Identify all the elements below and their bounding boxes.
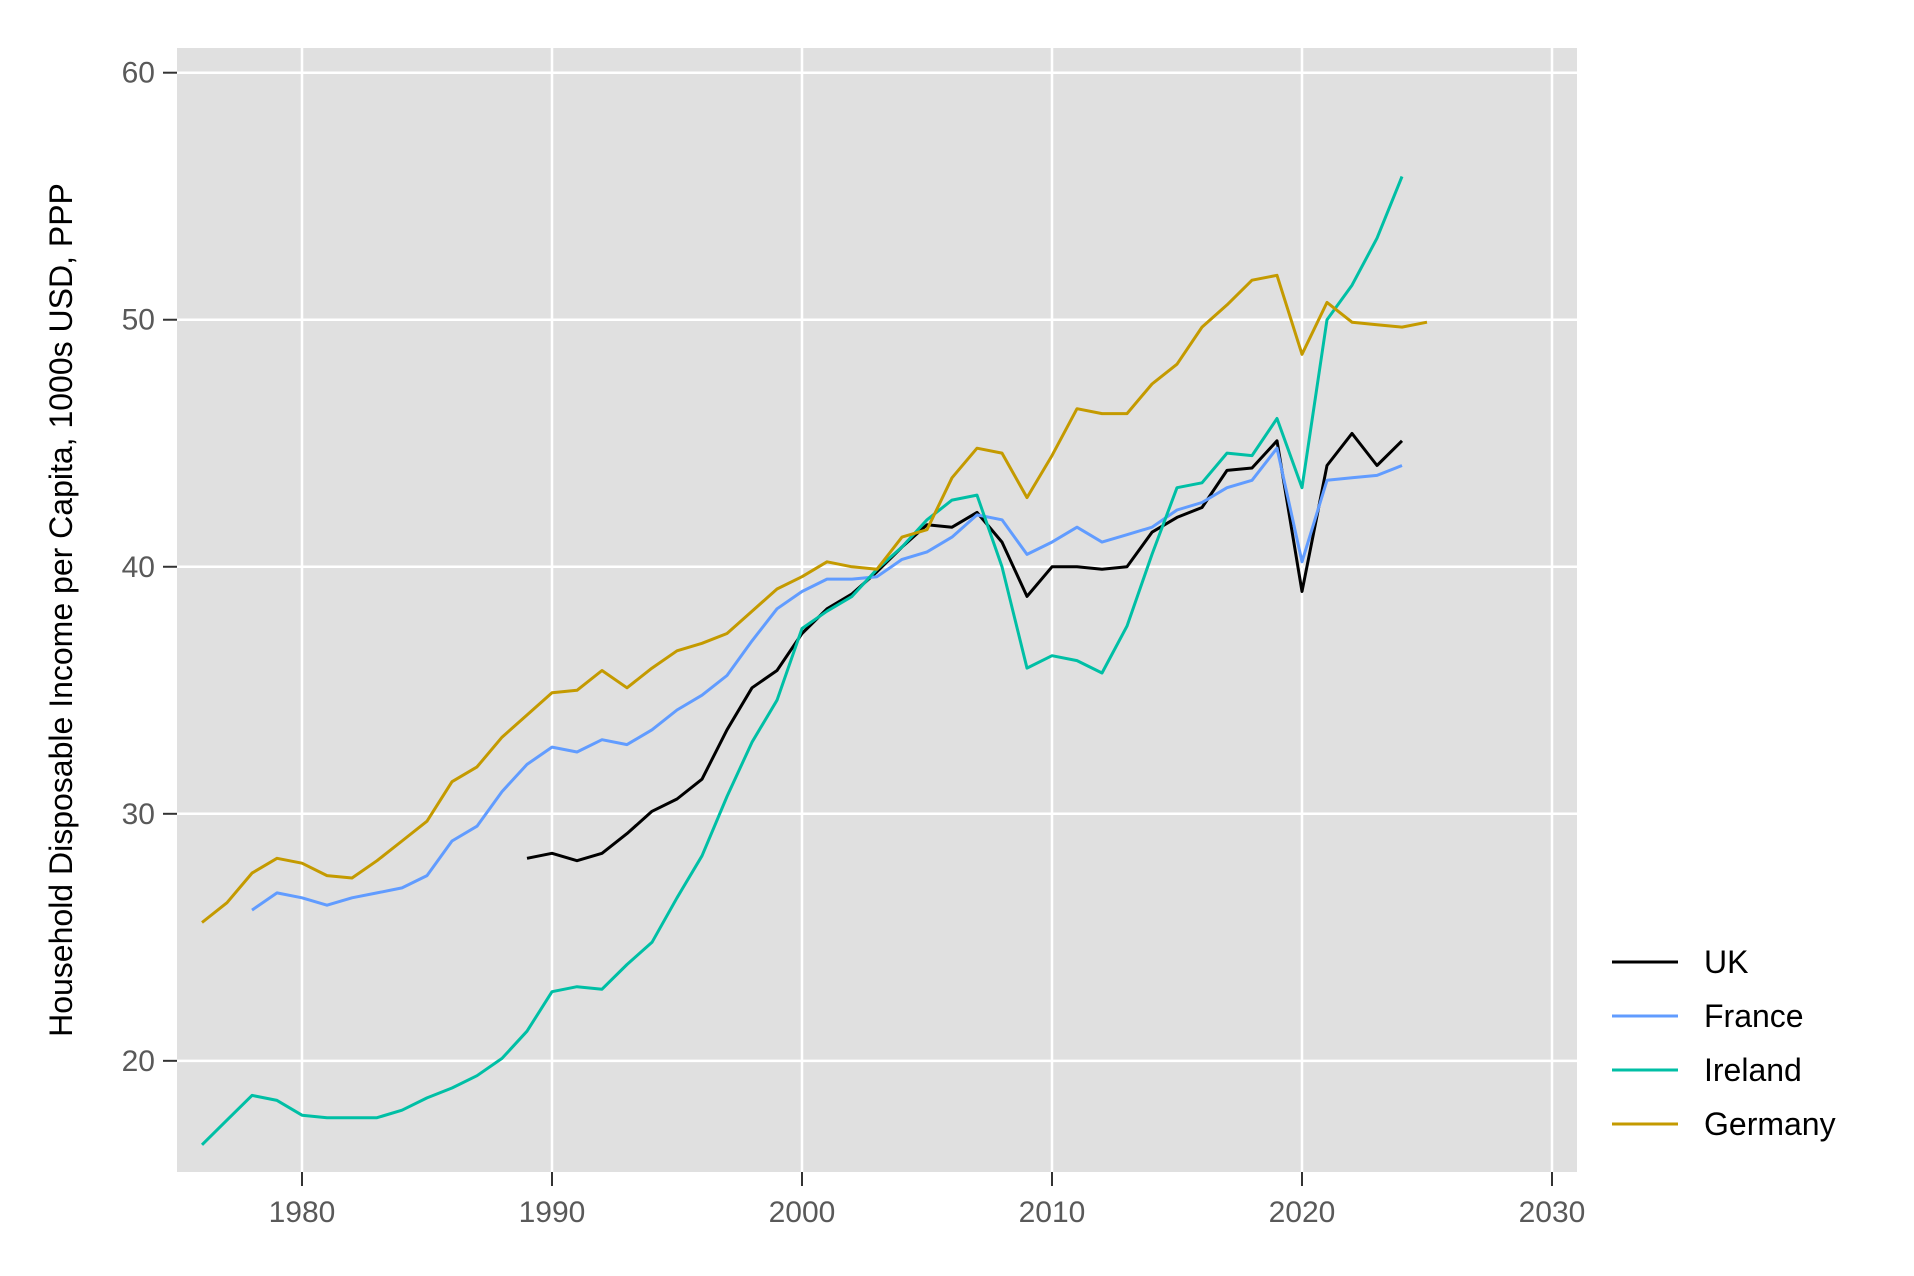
legend-label-uk: UK xyxy=(1704,944,1748,980)
x-tick-label: 2000 xyxy=(769,1196,836,1229)
series-line-uk xyxy=(526,431,1404,863)
x-tick-label: 2020 xyxy=(1269,1196,1336,1229)
legend: UK France Ireland Germany xyxy=(1612,944,1836,1142)
y-axis-ticks: 20 30 40 50 60 xyxy=(122,57,177,1078)
y-tick-label: 30 xyxy=(122,798,155,831)
series-line-france xyxy=(251,446,1403,912)
x-tick-label: 1980 xyxy=(269,1196,336,1229)
legend-label-germany: Germany xyxy=(1704,1106,1836,1142)
x-tick-label: 2010 xyxy=(1019,1196,1086,1229)
x-tick-label: 2030 xyxy=(1519,1196,1586,1229)
x-tick-label: 1990 xyxy=(519,1196,586,1229)
series-line-ireland xyxy=(200,175,1404,1146)
legend-label-ireland: Ireland xyxy=(1704,1052,1802,1088)
y-tick-label: 20 xyxy=(122,1045,155,1078)
x-axis-ticks: 1980 1990 2000 2010 2020 2030 xyxy=(269,1172,1586,1229)
y-axis-title: Household Disposable Income per Capita, … xyxy=(43,183,79,1037)
vertical-gridlines xyxy=(300,48,1554,1172)
y-tick-label: 40 xyxy=(122,551,155,584)
plot-panel xyxy=(177,48,1577,1172)
y-tick-label: 50 xyxy=(122,304,155,337)
legend-label-france: France xyxy=(1704,998,1804,1034)
series-lines xyxy=(200,175,1428,1146)
series-line-germany xyxy=(201,273,1428,924)
y-tick-label: 60 xyxy=(122,57,155,90)
